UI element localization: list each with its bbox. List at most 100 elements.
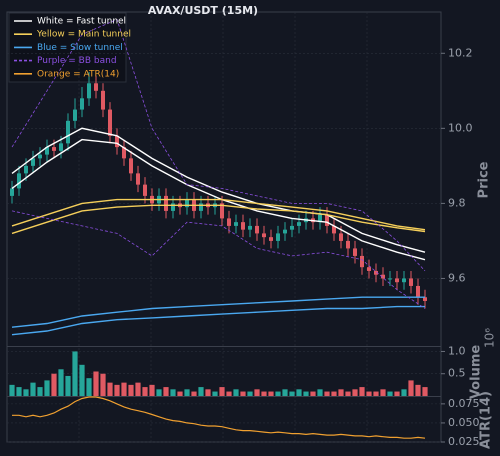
candle-body [318, 214, 322, 223]
candle-body [24, 165, 28, 174]
candle-body [87, 83, 91, 99]
volume-bar [226, 391, 232, 396]
volume-bar [30, 382, 36, 396]
candle-body [129, 158, 133, 174]
candle-body [367, 267, 371, 271]
candle-body [423, 297, 427, 301]
volume-bar [212, 391, 218, 396]
candle-body [262, 233, 266, 238]
volume-bar [261, 391, 267, 396]
volume-bar [352, 389, 358, 396]
candle-body [199, 203, 203, 211]
y-tick-label: 0.5 [448, 367, 466, 380]
volume-bar [324, 391, 330, 396]
legend-label: Purple = BB band [37, 56, 117, 66]
candle-body [108, 109, 112, 136]
candle-body [94, 83, 98, 91]
y-tick-label: 0.050 [448, 416, 480, 429]
indicator-line [11, 127, 426, 253]
volume-bar [422, 387, 428, 396]
volume-bar [254, 389, 260, 396]
volume-bar [219, 387, 225, 396]
candle-body [360, 255, 364, 268]
volume-bar [394, 391, 400, 396]
legend-label: Orange = ATR(14) [37, 69, 119, 79]
volume-bar [205, 389, 211, 396]
volume-bar [310, 391, 316, 396]
volume-bar [114, 384, 120, 396]
candle-body [276, 233, 280, 241]
y-tick-label: 9.6 [448, 271, 466, 284]
volume-bar [198, 387, 204, 396]
volume-bar [247, 391, 253, 396]
volume-bar [149, 384, 155, 396]
volume-bar [65, 375, 71, 396]
volume-bar [86, 378, 92, 396]
candle-body [353, 248, 357, 256]
candle-body [283, 229, 287, 234]
volume-bar [268, 391, 274, 396]
candle-body [346, 240, 350, 249]
volume-bar [23, 389, 29, 396]
y-tick-label: 10.2 [448, 46, 473, 59]
volume-bar [331, 391, 337, 396]
volume-bar [107, 382, 113, 396]
indicator-line [11, 296, 425, 328]
candle-body [409, 278, 413, 286]
volume-bar [296, 389, 302, 396]
candle-body [73, 109, 77, 121]
volume-bar [380, 389, 386, 396]
volume-bar [184, 389, 190, 396]
candle-body [59, 143, 63, 151]
indicator-line [11, 210, 426, 309]
y-tick-label: 9.8 [448, 196, 466, 209]
candle-body [395, 278, 399, 283]
candle-body [171, 203, 175, 211]
candle-body [227, 218, 231, 226]
volume-bar [289, 391, 295, 396]
volume-bar [100, 373, 106, 396]
volume-bar [9, 384, 15, 396]
volume-bar [79, 364, 85, 396]
indicator-line [11, 198, 426, 231]
candle-body [101, 90, 105, 110]
candle-body [122, 147, 126, 159]
candle-body [185, 199, 189, 208]
volume-bar [415, 384, 421, 396]
volume-bar [163, 387, 169, 396]
volume-bar [128, 384, 134, 396]
volume-bar [303, 391, 309, 396]
candle-body [241, 222, 245, 230]
y-axis-label: Price [477, 161, 492, 198]
volume-bar [142, 387, 148, 396]
volume-bar [359, 387, 365, 396]
y-tick-label: 1.0 [448, 344, 466, 357]
candle-body [164, 195, 168, 211]
volume-bar [338, 389, 344, 396]
volume-multiplier: 10⁶ [483, 328, 497, 348]
candle-body [388, 278, 392, 280]
volume-bar [135, 382, 141, 396]
candle-body [332, 225, 336, 234]
volume-bar [401, 389, 407, 396]
candle-body [248, 225, 252, 230]
volume-bar [408, 380, 414, 396]
volume-bar [58, 369, 64, 396]
volume-bar [366, 391, 372, 396]
y-tick-label: 0.075 [448, 397, 480, 410]
candle-body [52, 147, 56, 151]
y-tick-label: 10.0 [448, 121, 473, 134]
volume-bar [373, 391, 379, 396]
chart-title: AVAX/USDT (15M) [148, 4, 258, 17]
candle-body [38, 154, 42, 159]
candle-body [402, 278, 406, 283]
volume-bar [93, 371, 99, 396]
atr-axis-label: ATR(14) [479, 391, 494, 449]
atr-line [12, 396, 426, 439]
candle-body [255, 225, 259, 234]
volume-bar [51, 373, 57, 396]
volume-bar [345, 391, 351, 396]
volume-bar [282, 389, 288, 396]
volume-bar [170, 389, 176, 396]
